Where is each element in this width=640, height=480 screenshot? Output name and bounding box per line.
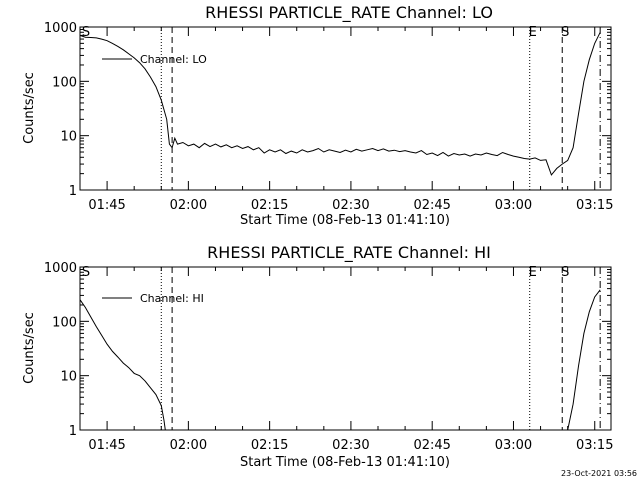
axis-ticks: 1 10 100 1000 01:45 02:00 02:15 02:30 02:45 03:00…	[44, 21, 614, 213]
x-tick-label: 02:45	[413, 198, 450, 213]
chart-title: RHESSI PARTICLE_RATE Channel: HI	[207, 243, 491, 263]
x-tick-label: 03:15	[576, 198, 613, 213]
event-marker-label: E	[529, 25, 537, 40]
event-marker-label: S	[82, 265, 90, 280]
y-tick-label: 10	[60, 370, 77, 385]
event-marker-label: S	[561, 25, 569, 40]
event-marker-label: S	[561, 265, 569, 280]
y-tick-label: 100	[52, 75, 77, 90]
timestamp-footer: 23-Oct-2021 03:56	[561, 469, 637, 478]
legend: Channel: HI	[102, 292, 204, 305]
legend: Channel: LO	[102, 53, 207, 66]
x-tick-label: 02:00	[170, 438, 207, 453]
y-tick-label: 100	[52, 315, 77, 330]
series-line	[567, 289, 601, 431]
x-tick-label: 03:00	[495, 198, 532, 213]
axis-ticks: 1 10 100 1000 01:45 02:00 02:15 02:30 02:45 03:00…	[44, 261, 614, 453]
y-tick-label: 1	[69, 424, 77, 439]
event-marker-label: S	[82, 25, 90, 40]
x-axis-label: Start Time (08-Feb-13 01:41:10)	[240, 455, 450, 470]
x-tick-label: 02:30	[332, 198, 369, 213]
y-tick-label: 1	[69, 184, 77, 199]
y-tick-label: 10	[60, 130, 77, 145]
plot-frame	[79, 26, 612, 191]
event-marker-label: E	[529, 265, 537, 280]
x-tick-label: 03:15	[576, 438, 613, 453]
x-tick-label: 01:45	[88, 198, 125, 213]
x-tick-label: 02:15	[251, 438, 288, 453]
x-tick-label: 02:00	[170, 198, 207, 213]
series-line	[79, 299, 166, 431]
chart-panel-lo: RHESSI PARTICLE_RATE Channel: LO Counts/…	[22, 3, 613, 228]
x-tick-label: 02:45	[413, 438, 450, 453]
legend-label: Channel: LO	[140, 53, 207, 66]
series-line	[79, 32, 601, 176]
plot-frame	[79, 266, 612, 431]
legend-label: Channel: HI	[140, 292, 204, 305]
x-tick-label: 02:15	[251, 198, 288, 213]
x-tick-label: 03:00	[495, 438, 532, 453]
chart-panel-hi: RHESSI PARTICLE_RATE Channel: HI Counts/…	[22, 243, 613, 470]
x-tick-label: 02:30	[332, 438, 369, 453]
y-axis-label: Counts/sec	[22, 72, 37, 144]
data-series	[79, 289, 601, 431]
y-tick-label: 1000	[44, 21, 77, 36]
x-tick-label: 01:45	[88, 438, 125, 453]
y-axis-label: Counts/sec	[22, 312, 37, 384]
y-tick-label: 1000	[44, 261, 77, 276]
chart-title: RHESSI PARTICLE_RATE Channel: LO	[205, 3, 493, 23]
data-series	[79, 32, 601, 176]
x-axis-label: Start Time (08-Feb-13 01:41:10)	[240, 213, 450, 228]
